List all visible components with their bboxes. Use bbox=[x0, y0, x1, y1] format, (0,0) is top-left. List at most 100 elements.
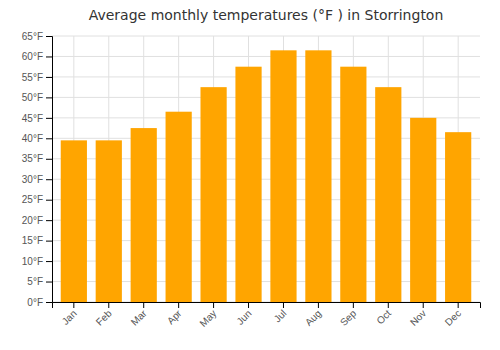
tick: 45°F bbox=[22, 113, 52, 124]
tick-mark bbox=[46, 179, 52, 180]
tick: 5°F bbox=[27, 276, 52, 287]
bar bbox=[166, 112, 192, 302]
tick: 25°F bbox=[22, 194, 52, 205]
bar bbox=[410, 118, 436, 302]
tick: 40°F bbox=[22, 133, 52, 144]
tick-label: Apr bbox=[165, 307, 184, 326]
tick: 15°F bbox=[22, 235, 52, 246]
bar bbox=[235, 67, 261, 302]
tick-mark bbox=[46, 77, 52, 78]
bar bbox=[200, 87, 226, 302]
tick-mark bbox=[46, 282, 52, 283]
tick-mark bbox=[46, 159, 52, 160]
tick: Oct bbox=[374, 302, 393, 326]
tick-label: May bbox=[197, 308, 218, 329]
tick: 65°F bbox=[22, 31, 52, 42]
tick-mark bbox=[108, 302, 109, 308]
tick-label: 40°F bbox=[22, 133, 43, 144]
tick: May bbox=[197, 302, 218, 329]
tick-label: 5°F bbox=[27, 276, 43, 287]
tick: 10°F bbox=[22, 256, 52, 267]
x-axis: Jan Feb Mar Apr May Jun Jul Aug Sep Oct Nov Dec bbox=[53, 302, 481, 329]
tick: Sep bbox=[338, 302, 359, 328]
axis-line bbox=[53, 303, 481, 309]
tick: Mar bbox=[129, 302, 149, 328]
tick-label: Jun bbox=[234, 308, 253, 327]
tick-mark bbox=[46, 138, 52, 139]
bar bbox=[375, 87, 401, 302]
title: Average monthly temperatures (°F ) in St… bbox=[89, 7, 444, 23]
tick-mark bbox=[318, 302, 319, 308]
bars bbox=[61, 50, 472, 302]
tick-label: Sep bbox=[338, 307, 359, 328]
tick-mark bbox=[458, 302, 459, 308]
tick-mark bbox=[73, 302, 74, 308]
tick: Jan bbox=[60, 302, 79, 327]
tick: 35°F bbox=[22, 153, 52, 164]
tick: Nov bbox=[408, 302, 428, 328]
tick-label: Feb bbox=[94, 307, 114, 327]
axis-line bbox=[46, 37, 53, 303]
tick-label: 35°F bbox=[22, 153, 43, 164]
tick-mark bbox=[143, 302, 144, 308]
tick-label: Oct bbox=[374, 308, 393, 327]
bar bbox=[445, 132, 471, 302]
tick-label: Mar bbox=[129, 307, 149, 327]
tick-mark bbox=[283, 302, 284, 308]
tick: 60°F bbox=[22, 51, 52, 62]
tick-mark bbox=[388, 302, 389, 308]
tick-label: 65°F bbox=[22, 31, 43, 42]
tick: Aug bbox=[303, 302, 323, 328]
bar bbox=[305, 50, 331, 302]
tick-mark bbox=[178, 302, 179, 308]
tick-mark bbox=[46, 56, 52, 57]
tick-mark bbox=[46, 200, 52, 201]
tick-mark bbox=[248, 302, 249, 308]
tick-label: 50°F bbox=[22, 92, 43, 103]
tick-mark bbox=[46, 97, 52, 98]
chart: 0°F 5°F 10°F 15°F 20°F 25°F 30°F 35°F 40°F 45°F 50… bbox=[0, 0, 500, 350]
grid-line bbox=[52, 76, 480, 77]
tick-label: Jul bbox=[272, 308, 289, 325]
tick-label: 20°F bbox=[22, 215, 43, 226]
y-axis: 0°F 5°F 10°F 15°F 20°F 25°F 30°F 35°F 40°F 45°F 50… bbox=[22, 31, 53, 308]
tick-label: Aug bbox=[303, 308, 323, 328]
tick-label: 15°F bbox=[22, 235, 43, 246]
tick-mark bbox=[46, 118, 52, 119]
tick: 50°F bbox=[22, 92, 52, 103]
tick-mark bbox=[46, 302, 52, 303]
tick-label: 60°F bbox=[22, 51, 43, 62]
tick-label: Dec bbox=[443, 308, 463, 328]
bar bbox=[96, 140, 122, 302]
tick: 30°F bbox=[22, 174, 52, 185]
grid-line bbox=[52, 56, 480, 57]
bar bbox=[340, 67, 366, 302]
tick: Apr bbox=[165, 302, 184, 326]
tick-mark bbox=[213, 302, 214, 308]
tick-label: 30°F bbox=[22, 174, 43, 185]
tick-mark bbox=[46, 220, 52, 221]
tick: 0°F bbox=[27, 297, 52, 308]
tick-mark bbox=[46, 36, 52, 37]
grid bbox=[52, 36, 480, 302]
tick-mark bbox=[353, 302, 354, 308]
tick-label: 10°F bbox=[22, 256, 43, 267]
tick-mark bbox=[423, 302, 424, 308]
tick-mark bbox=[46, 241, 52, 242]
tick-label: 25°F bbox=[22, 194, 43, 205]
tick-label: Nov bbox=[408, 308, 428, 328]
tick-label: 0°F bbox=[27, 297, 43, 308]
tick: Jul bbox=[272, 302, 289, 324]
tick-label: 55°F bbox=[22, 72, 43, 83]
tick-label: 45°F bbox=[22, 113, 43, 124]
tick-label: Jan bbox=[60, 308, 79, 327]
plot: 0°F 5°F 10°F 15°F 20°F 25°F 30°F 35°F 40°F 45°F 50… bbox=[22, 31, 481, 329]
bar bbox=[270, 50, 296, 302]
tick: 55°F bbox=[22, 72, 52, 83]
grid-line bbox=[52, 36, 480, 37]
tick: Feb bbox=[94, 302, 114, 328]
tick: 20°F bbox=[22, 215, 52, 226]
tick: Jun bbox=[234, 302, 253, 327]
grid-line bbox=[52, 97, 480, 98]
tick: Dec bbox=[443, 302, 463, 328]
